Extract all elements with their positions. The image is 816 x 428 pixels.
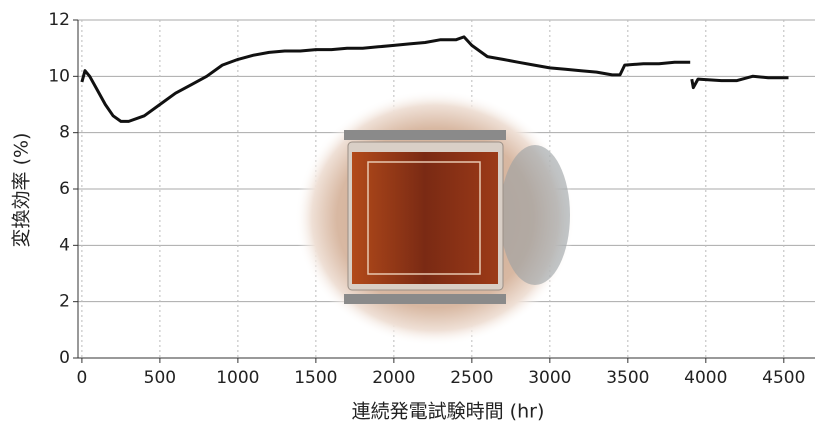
- y-axis-title: 変換効率 (%): [11, 133, 33, 248]
- x-tick-label: 2500: [450, 368, 493, 388]
- y-tick-label: 10: [48, 66, 70, 86]
- x-tick-label: 1000: [216, 368, 259, 388]
- x-tick-label: 4500: [762, 368, 805, 388]
- x-axis-title: 連続発電試験時間 (hr): [352, 401, 545, 423]
- y-tick-label: 12: [48, 10, 70, 30]
- x-tick-label: 3000: [528, 368, 571, 388]
- x-tick-label: 1500: [294, 368, 337, 388]
- x-tick-label: 0: [76, 368, 87, 388]
- y-tick-label: 2: [59, 292, 70, 312]
- x-tick-label: 3500: [606, 368, 649, 388]
- y-tick-label: 4: [59, 235, 70, 255]
- x-tick-label: 2000: [372, 368, 415, 388]
- y-tick-label: 8: [59, 123, 70, 143]
- x-tick-label: 500: [144, 368, 176, 388]
- photo-inset: [295, 90, 575, 346]
- chart: 変換効率 (%) 連続発電試験時間 (hr) 0 2 4 6 8 10 12 0 500 1000…: [0, 0, 816, 428]
- y-tick-label: 6: [59, 179, 70, 199]
- y-tick-label: 0: [59, 348, 70, 368]
- x-tick-label: 4000: [684, 368, 727, 388]
